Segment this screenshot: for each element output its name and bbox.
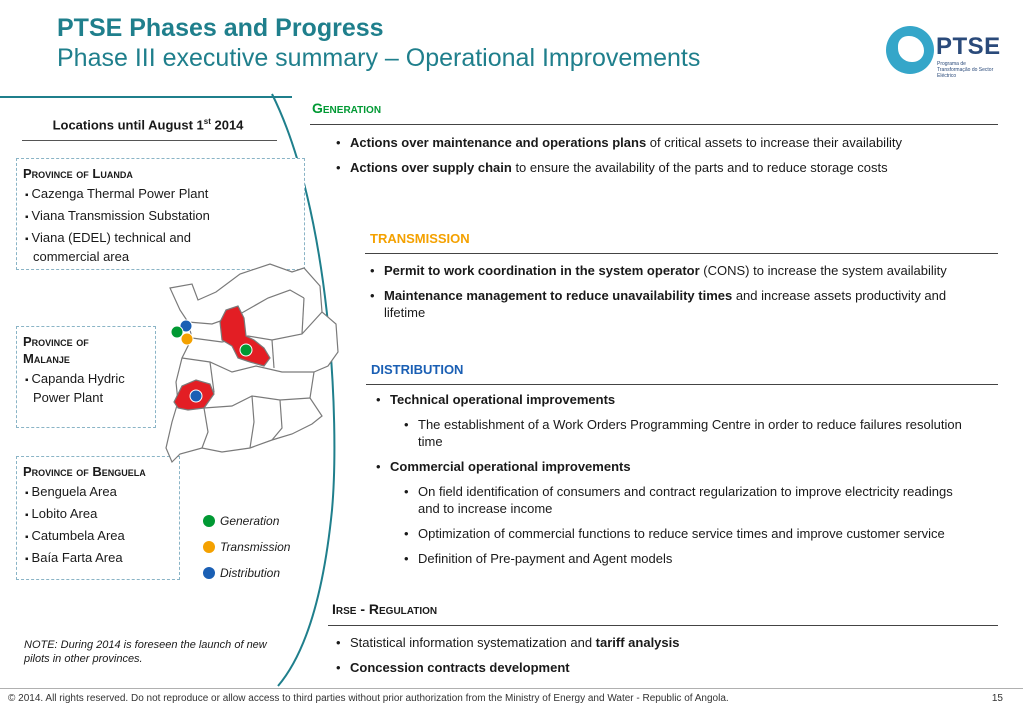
header-divider bbox=[0, 96, 292, 98]
location-item: Cazenga Thermal Power Plant bbox=[23, 185, 300, 204]
legend-transmission: Transmission bbox=[220, 540, 291, 554]
copyright-text: © 2014. All rights reserved. Do not repr… bbox=[8, 693, 729, 704]
luanda-transmission-dot bbox=[180, 332, 194, 346]
legend-distribution: Distribution bbox=[220, 566, 281, 580]
legend-generation: Generation bbox=[220, 514, 280, 528]
ptse-logo: PTSE Programa de Transformação do Sector… bbox=[880, 22, 1020, 79]
benguela-distribution-dot bbox=[189, 389, 203, 403]
location-item: Viana (EDEL) technical and commercial ar… bbox=[23, 229, 223, 265]
legend-distribution-icon bbox=[203, 567, 215, 579]
transmission-list: Permit to work coordination in the syste… bbox=[370, 262, 970, 329]
luanda-distribution-dot bbox=[179, 319, 193, 333]
note-text: NOTE: During 2014 is foreseen the launch… bbox=[24, 639, 267, 665]
page-subtitle: Phase III executive summary – Operationa… bbox=[57, 44, 701, 72]
angola-map bbox=[165, 263, 339, 464]
list-item: On field identification of consumers and… bbox=[404, 483, 966, 517]
province-benguela-box: Province of Benguela Benguela Area Lobit… bbox=[16, 456, 180, 580]
list-item: Maintenance management to reduce unavail… bbox=[370, 287, 970, 321]
locations-divider bbox=[22, 140, 277, 141]
distribution-title: DISTRIBUTION bbox=[371, 362, 464, 377]
province-malanje-box: Province of Malanje Capanda Hydric Power… bbox=[16, 326, 156, 428]
list-item: Commercial operational improvements bbox=[376, 458, 966, 475]
generation-divider bbox=[310, 124, 998, 125]
list-item: Statistical information systematization … bbox=[336, 634, 976, 651]
irse-list: Statistical information systematization … bbox=[336, 634, 976, 684]
legend-generation-icon bbox=[203, 515, 215, 527]
malanje-region bbox=[219, 305, 271, 367]
legend-transmission-icon bbox=[203, 541, 215, 553]
location-item: Baía Farta Area bbox=[23, 549, 175, 568]
list-item: Technical operational improvements bbox=[376, 391, 966, 408]
luanda-generation-dot bbox=[170, 325, 184, 339]
province-name: Province of Malanje bbox=[23, 334, 89, 366]
list-item: The establishment of a Work Orders Progr… bbox=[404, 416, 966, 450]
list-item: Permit to work coordination in the syste… bbox=[370, 262, 970, 279]
list-item: Optimization of commercial functions to … bbox=[404, 525, 966, 542]
province-name: Province of Luanda bbox=[23, 166, 133, 181]
location-item: Benguela Area bbox=[23, 483, 175, 502]
distribution-divider bbox=[366, 384, 998, 385]
province-name: Province of Benguela bbox=[23, 464, 146, 479]
list-item: Actions over maintenance and operations … bbox=[336, 134, 976, 151]
transmission-divider bbox=[365, 253, 998, 254]
list-item: Concession contracts development bbox=[336, 659, 976, 676]
page-number: 15 bbox=[991, 693, 1003, 704]
list-item: Definition of Pre-payment and Agent mode… bbox=[404, 550, 966, 567]
irse-divider bbox=[328, 625, 998, 626]
distribution-list: Technical operational improvements The e… bbox=[376, 391, 966, 575]
logo-text: PTSE bbox=[936, 33, 1001, 60]
list-item: Actions over supply chain to ensure the … bbox=[336, 159, 976, 176]
logo-subtext: Programa de Transformação do Sector Eléc… bbox=[937, 61, 994, 79]
location-item: Lobito Area bbox=[23, 505, 175, 524]
page-title: PTSE Phases and Progress bbox=[57, 14, 384, 42]
generation-list: Actions over maintenance and operations … bbox=[336, 134, 976, 184]
irse-title: Irse - Regulation bbox=[332, 601, 438, 617]
location-item: Catumbela Area bbox=[23, 527, 175, 546]
generation-title: Generation bbox=[312, 100, 382, 116]
location-item: Viana Transmission Substation bbox=[23, 207, 300, 226]
logo-map-icon bbox=[898, 36, 924, 62]
location-item: Capanda Hydric Power Plant bbox=[23, 370, 133, 406]
footer: © 2014. All rights reserved. Do not repr… bbox=[0, 688, 1023, 709]
curved-divider bbox=[271, 93, 336, 687]
province-luanda-box: Province of Luanda Cazenga Thermal Power… bbox=[16, 158, 305, 270]
malanje-generation-dot bbox=[239, 343, 253, 357]
locations-title: Locations until August 1st 2014 bbox=[52, 117, 244, 133]
transmission-title: TRANSMISSION bbox=[370, 231, 470, 246]
